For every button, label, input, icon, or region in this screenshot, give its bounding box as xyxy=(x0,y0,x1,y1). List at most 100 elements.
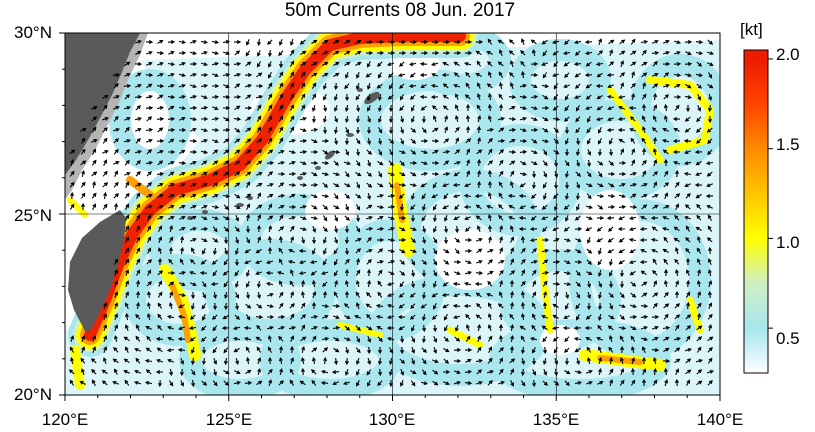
current-arrow xyxy=(289,126,295,133)
current-arrow xyxy=(323,126,328,135)
current-arrow xyxy=(289,368,295,375)
current-arrow xyxy=(147,214,152,221)
current-arrow xyxy=(179,368,184,377)
current-arrow xyxy=(268,246,272,254)
current-arrow xyxy=(398,193,405,199)
current-arrow xyxy=(333,347,340,353)
current-arrow xyxy=(246,291,251,300)
current-arrow xyxy=(332,381,339,386)
current-arrow xyxy=(355,269,361,276)
current-arrow xyxy=(278,115,284,122)
current-arrow xyxy=(509,160,516,166)
current-arrow xyxy=(344,193,350,199)
current-arrow xyxy=(157,204,164,209)
current-arrow xyxy=(662,248,669,253)
current-arrow xyxy=(575,148,580,157)
current-arrow xyxy=(69,356,74,365)
current-arrow xyxy=(431,194,438,198)
current-arrow xyxy=(442,149,451,154)
current-arrow xyxy=(310,127,319,132)
current-arrow xyxy=(563,238,572,243)
current-arrow xyxy=(443,193,449,200)
current-arrow xyxy=(145,73,154,78)
current-arrow xyxy=(356,181,361,189)
current-arrow xyxy=(510,247,515,255)
current-arrow xyxy=(245,138,252,144)
current-arrow xyxy=(650,237,659,242)
current-arrow xyxy=(399,358,406,364)
current-arrow xyxy=(267,235,272,244)
current-arrow xyxy=(223,336,229,343)
current-arrow xyxy=(598,356,603,365)
current-arrow xyxy=(652,171,659,177)
current-arrow xyxy=(652,115,657,122)
current-arrow xyxy=(685,325,692,331)
current-arrow xyxy=(190,347,195,354)
current-arrow xyxy=(400,115,405,124)
current-arrow xyxy=(322,347,329,353)
current-arrow xyxy=(663,258,669,265)
current-arrow xyxy=(520,312,525,321)
current-arrow xyxy=(587,291,592,300)
current-arrow xyxy=(366,204,373,210)
current-arrow xyxy=(453,380,462,385)
current-arrow xyxy=(388,368,393,377)
current-arrow xyxy=(441,293,450,298)
current-arrow xyxy=(618,204,627,209)
current-arrow xyxy=(640,325,648,330)
current-arrow xyxy=(542,127,549,133)
current-arrow xyxy=(356,257,361,266)
current-arrow xyxy=(607,194,616,199)
current-arrow xyxy=(509,270,516,276)
current-arrow xyxy=(597,160,604,166)
current-arrow xyxy=(597,269,602,278)
current-arrow xyxy=(146,149,153,155)
current-arrow xyxy=(498,259,505,264)
current-arrow xyxy=(653,367,658,376)
current-arrow xyxy=(322,314,329,319)
current-arrow xyxy=(398,40,407,44)
current-arrow xyxy=(310,270,317,276)
current-arrow xyxy=(333,205,340,209)
current-arrow xyxy=(463,304,472,308)
current-arrow xyxy=(597,148,602,157)
current-arrow xyxy=(123,83,132,88)
current-arrow xyxy=(124,302,129,309)
current-arrow xyxy=(630,193,637,199)
current-arrow xyxy=(573,40,582,45)
current-arrow xyxy=(532,369,536,376)
current-arrow xyxy=(124,346,129,353)
current-arrow xyxy=(531,161,538,166)
current-arrow xyxy=(223,347,229,354)
current-arrow xyxy=(509,313,515,320)
current-arrow xyxy=(257,214,262,222)
current-arrow xyxy=(169,236,174,243)
current-arrow xyxy=(652,147,657,156)
current-arrow xyxy=(422,225,427,234)
current-arrow xyxy=(651,127,658,133)
current-arrow xyxy=(299,149,308,154)
current-arrow xyxy=(267,315,275,319)
current-arrow xyxy=(114,269,119,277)
current-arrow xyxy=(475,237,483,242)
current-arrow xyxy=(488,346,493,353)
current-arrow xyxy=(452,303,461,308)
current-arrow xyxy=(113,160,120,165)
current-arrow xyxy=(144,358,153,363)
current-arrow xyxy=(419,94,428,99)
current-arrow xyxy=(474,281,483,286)
current-arrow xyxy=(312,291,317,299)
current-arrow xyxy=(596,105,603,111)
current-arrow xyxy=(598,38,603,45)
current-arrow xyxy=(135,182,142,187)
current-arrow xyxy=(167,336,174,341)
current-arrow xyxy=(333,105,338,112)
current-arrow xyxy=(464,381,473,386)
current-arrow xyxy=(465,313,471,320)
current-arrow xyxy=(311,82,317,89)
current-arrow xyxy=(178,326,186,331)
current-arrow xyxy=(597,324,603,331)
current-arrow xyxy=(520,50,526,56)
current-arrow xyxy=(91,368,97,375)
current-arrow xyxy=(618,326,627,331)
